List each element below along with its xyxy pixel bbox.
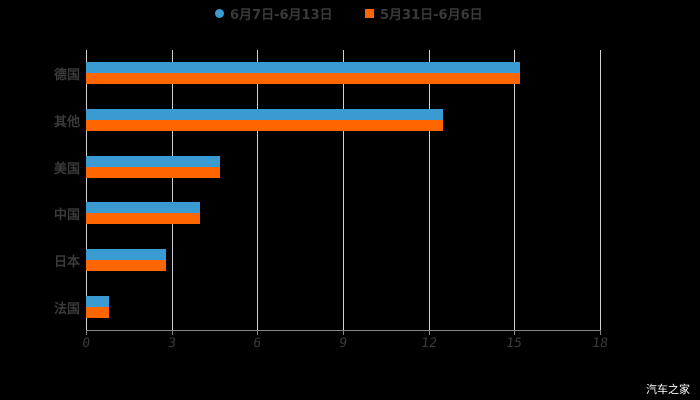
legend-circle-icon (215, 9, 224, 18)
category-label: 美国 (53, 161, 80, 177)
bar-series1[interactable] (86, 109, 443, 120)
axis-tick (257, 330, 259, 335)
bar-series1[interactable] (86, 155, 221, 167)
category-label: 德国 (53, 68, 80, 84)
bar-series2[interactable] (86, 73, 521, 85)
gridline (343, 50, 344, 330)
bar-series2[interactable] (86, 213, 201, 225)
axis-tick (600, 330, 601, 335)
legend-item-series1[interactable]: 6月7日-6月13日 (215, 4, 333, 23)
axis-tick (86, 330, 87, 335)
legend-label-series2: 5月31日-6月6日 (380, 8, 483, 23)
bar-series2[interactable] (86, 306, 109, 318)
legend-square-icon (365, 9, 374, 18)
x-tick-label: 3 (166, 336, 177, 351)
category-label: 法国 (53, 301, 80, 317)
legend-label-series1: 6月7日-6月13日 (230, 8, 333, 23)
axis-tick (171, 330, 173, 335)
x-tick-label: 9 (338, 336, 348, 351)
gridline (600, 50, 601, 330)
legend-item-series2[interactable]: 5月31日-6月6日 (365, 4, 483, 23)
x-tick-label: 0 (81, 336, 91, 351)
bar-series2[interactable] (86, 166, 221, 178)
axis-tick (343, 330, 344, 335)
bar-series1[interactable] (86, 202, 201, 214)
gridline (257, 50, 259, 330)
bar-series1[interactable] (86, 249, 166, 260)
gridline (514, 50, 516, 330)
chart-legend: 6月7日-6月13日 5月31日-6月6日 (0, 4, 700, 23)
gridline (171, 50, 173, 330)
axis-tick (514, 330, 516, 335)
watermark: 汽车之家 (646, 383, 690, 396)
bar-series2[interactable] (86, 120, 443, 131)
x-tick-label: 15 (505, 336, 524, 351)
bar-series1[interactable] (86, 62, 521, 74)
bar-series1[interactable] (86, 295, 109, 307)
x-axis (86, 330, 600, 331)
gridline (86, 50, 87, 330)
gridline (428, 50, 430, 330)
x-tick-label: 12 (419, 336, 438, 351)
category-label: 其他 (53, 115, 80, 130)
x-tick-label: 18 (591, 336, 609, 351)
x-tick-label: 6 (252, 336, 263, 351)
category-label: 中国 (53, 208, 80, 224)
category-label: 日本 (53, 255, 80, 270)
axis-tick (428, 330, 430, 335)
bar-series2[interactable] (86, 260, 166, 271)
